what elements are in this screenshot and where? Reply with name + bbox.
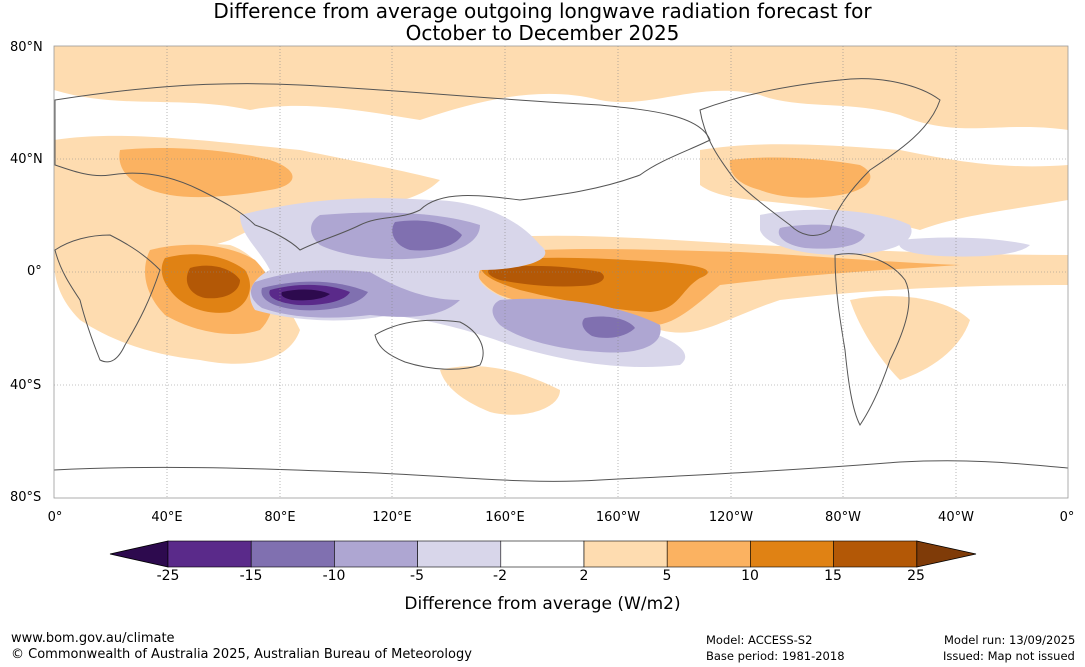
cb-tick-6: 5 [662, 568, 672, 584]
lon-label-0-east: 0° [1059, 510, 1075, 525]
lon-label-40e: 40°E [151, 510, 183, 525]
lon-label-80e: 80°E [264, 510, 296, 525]
chart-title: Difference from average outgoing longwav… [0, 0, 1085, 44]
cb-tick-2: -10 [322, 568, 346, 584]
footer-model: Model: ACCESS-S2 [706, 633, 813, 647]
cb-tick-1: -15 [239, 568, 263, 584]
footer-url[interactable]: www.bom.gov.au/climate [11, 631, 175, 646]
colorbar-extend-low [109, 540, 169, 568]
africa-coastline [54, 234, 161, 363]
cb-tick-5: 2 [579, 568, 589, 584]
title-line-1: Difference from average outgoing longwav… [213, 0, 872, 23]
lon-label-120w: 120°W [708, 510, 754, 525]
cb-tick-3: -5 [410, 568, 424, 584]
colorbar-segment [417, 540, 502, 568]
colorbar-extend-high [916, 540, 977, 568]
colorbar-segment [334, 540, 418, 568]
lon-label-80w: 80°W [825, 510, 861, 525]
colorbar-segment [500, 540, 585, 568]
lat-label-80n: 80°N [10, 40, 43, 55]
graticule [54, 46, 1068, 498]
lon-label-160w: 160°W [595, 510, 641, 525]
colorbar-segment [583, 540, 668, 568]
antarctica-coastline [54, 460, 1068, 482]
lat-label-40n: 40°N [10, 152, 43, 167]
eurasia-coastline [54, 83, 711, 251]
lon-label-40w: 40°W [938, 510, 974, 525]
peak-positive-pacific [488, 265, 604, 287]
strong-negative-southeast-asia [392, 220, 462, 251]
extreme-negative [281, 289, 330, 301]
colorbar-segment [666, 540, 751, 568]
lat-label-40s: 40°S [10, 378, 42, 393]
cb-tick-7: 10 [741, 568, 759, 584]
positive-anomaly-australia [440, 366, 560, 415]
positive-anomaly-north [54, 46, 1068, 130]
strong-negative-south-pacific [582, 316, 635, 338]
strong-positive-asia [119, 148, 293, 198]
cb-tick-4: -2 [493, 568, 507, 584]
lat-label-equator: 0° [27, 264, 42, 279]
strong-positive-namerica [729, 157, 871, 198]
footer-model-run: Model run: 13/09/2025 [944, 633, 1076, 647]
lon-label-0: 0° [47, 510, 63, 525]
footer-copyright: © Commonwealth of Australia 2025, Austra… [11, 647, 472, 662]
australia-coastline [374, 319, 484, 370]
colorbar-segment [833, 540, 918, 568]
cb-tick-8: 15 [824, 568, 842, 584]
negative-anomaly-atlantic-east [899, 237, 1030, 257]
cb-tick-9: 25 [907, 568, 925, 584]
cb-tick-0: -25 [156, 568, 180, 584]
footer-base-period: Base period: 1981-2018 [706, 649, 845, 663]
lon-label-160e: 160°E [485, 510, 525, 525]
moderate-negative-south-pacific [492, 298, 661, 353]
colorbar [109, 540, 977, 568]
lon-label-120e: 120°E [372, 510, 412, 525]
footer-issued: Issued: Map not issued [943, 649, 1075, 663]
lat-label-80s: 80°S [10, 490, 42, 505]
colorbar-segment [250, 540, 335, 568]
map-frame [53, 45, 1069, 499]
north-america-coastline [699, 78, 941, 236]
peak-positive-indian-ocean [186, 265, 240, 299]
title-line-2: October to December 2025 [405, 21, 680, 45]
anomaly-fields [54, 46, 1068, 415]
colorbar-segment [167, 540, 252, 568]
moderate-negative-caribbean [778, 224, 865, 249]
colorbar-segment [750, 540, 834, 568]
colorbar-label: Difference from average (W/m2) [404, 594, 681, 614]
positive-anomaly-south-atlantic [850, 296, 970, 380]
